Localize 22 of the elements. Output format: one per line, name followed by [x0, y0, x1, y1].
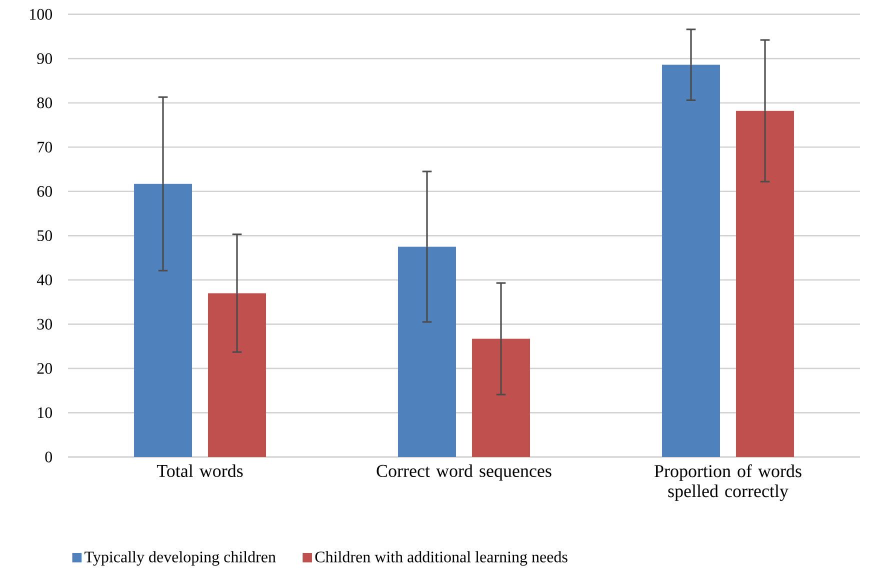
legend-label: Children with additional learning needs [315, 551, 568, 566]
bar [662, 64, 720, 457]
bar [398, 246, 456, 457]
bar [208, 293, 266, 457]
y-tick-label: 90 [37, 53, 52, 64]
legend-label: Typically developing children [84, 551, 276, 566]
y-tick-label: 40 [36, 274, 52, 286]
bar [134, 184, 192, 457]
y-tick-label: 80 [37, 97, 52, 108]
x-tick-label: Total words [156, 464, 243, 478]
y-tick-label: 30 [37, 318, 52, 330]
y-tick-label: 10 [38, 407, 52, 418]
y-tick-label: 50 [38, 230, 52, 242]
y-tick-label: 20 [37, 363, 52, 374]
y-tick-label: 60 [37, 186, 52, 197]
x-tick-label: Correct word sequences [376, 464, 552, 481]
y-tick-label: 70 [38, 142, 52, 153]
x-tick-label: Proportion of words spelled correctly [654, 464, 802, 501]
bar [736, 110, 794, 457]
y-tick-label: 0 [45, 452, 52, 462]
y-tick-label: 100 [30, 8, 52, 20]
bar [472, 338, 530, 457]
